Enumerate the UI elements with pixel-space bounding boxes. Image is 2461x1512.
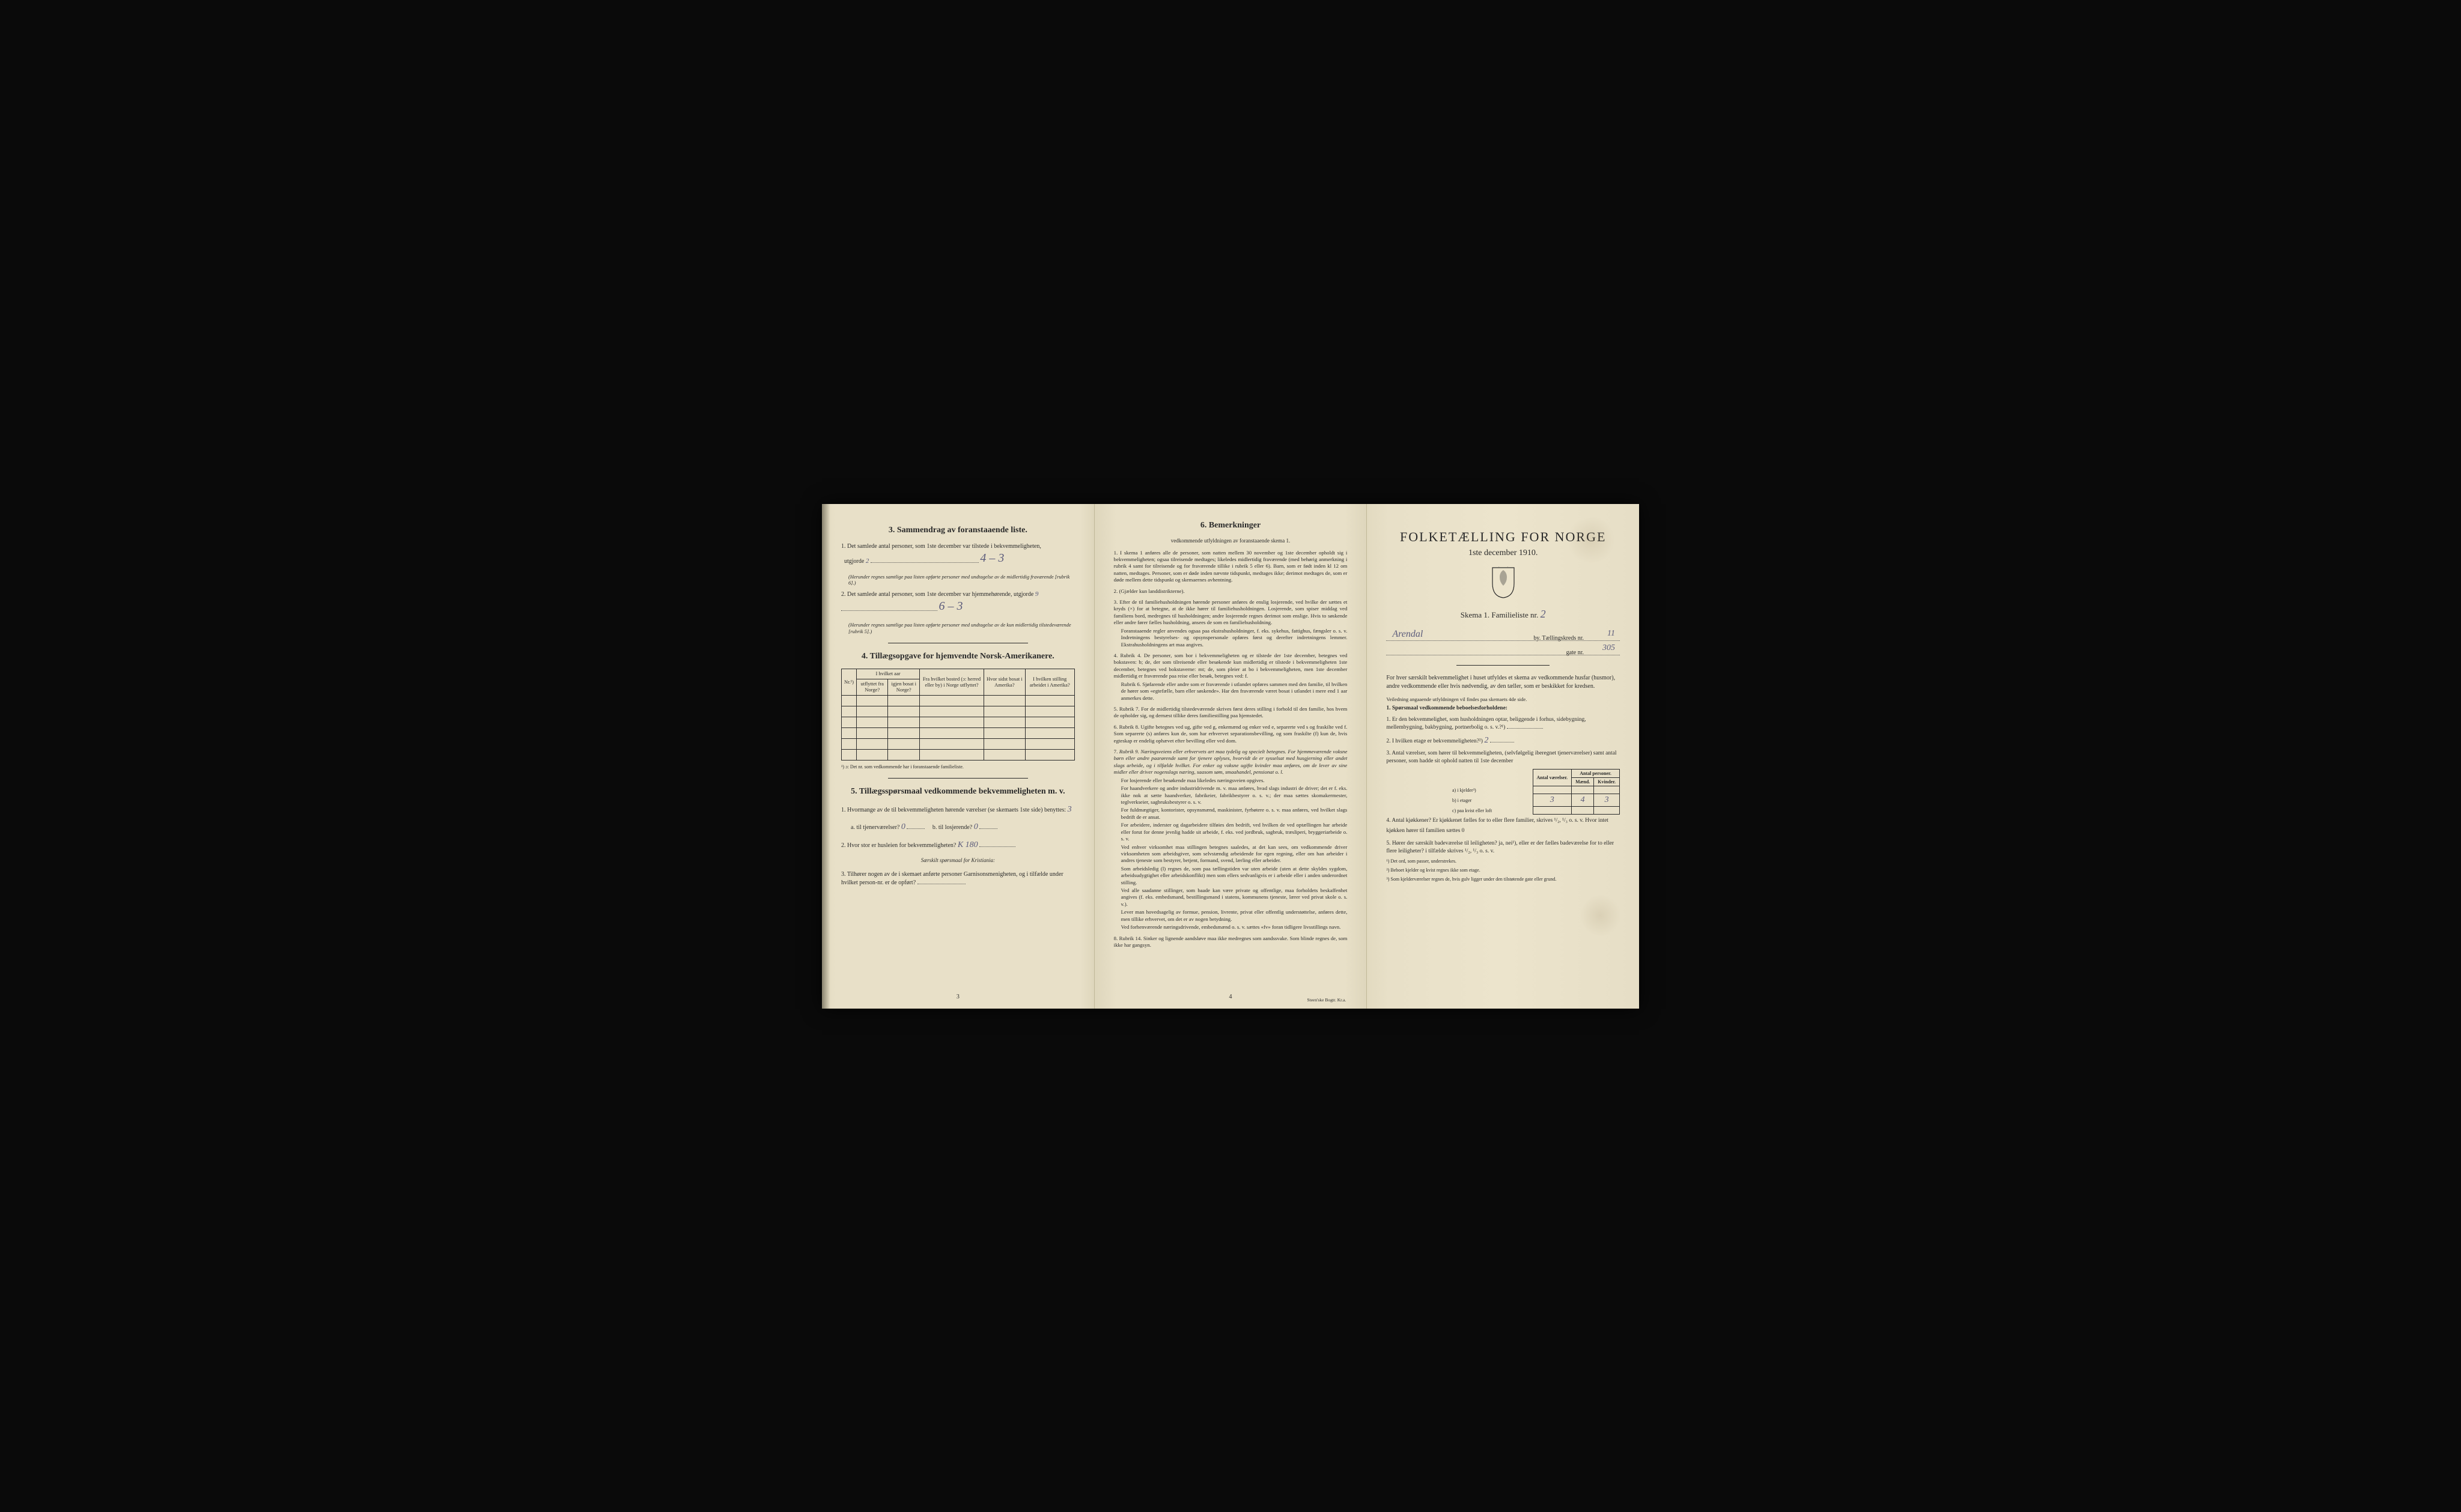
remark-3: 3. Efter de til familiehusholdningen hør… xyxy=(1114,599,1348,648)
table-row xyxy=(842,706,1075,717)
hand-kreds: 11 xyxy=(1607,629,1615,639)
rooms-table: Antal værelser. Antal personer. Mænd. Kv… xyxy=(1449,769,1620,815)
section-6-title: 6. Bemerkninger xyxy=(1114,521,1348,530)
hand-q5-2: K 180 xyxy=(958,840,978,849)
table-row xyxy=(842,738,1075,749)
footnote-4: ¹) ɔ: Det nr. som vedkommende har i fora… xyxy=(841,764,1075,770)
col-igjen: igjen bosat i Norge? xyxy=(888,679,920,696)
hand-k: 3 xyxy=(1594,794,1620,807)
q3-1: 1. Det samlede antal personer, som 1ste … xyxy=(841,542,1075,568)
panel-page-1-cover: FOLKETÆLLING FOR NORGE 1ste december 191… xyxy=(1367,504,1639,1009)
q2: 2. I hvilken etage er bekvemmeligheten?²… xyxy=(1386,735,1620,747)
col-nr: Nr.¹) xyxy=(842,669,857,695)
divider xyxy=(888,778,1028,779)
table-row: b) i etager 3 4 3 xyxy=(1449,794,1620,807)
remark-2: 2. (Gjælder kun landdistrikterne). xyxy=(1114,588,1348,595)
remark-8: 8. Rubrik 14. Sinker og lignende aandslø… xyxy=(1114,935,1348,949)
stain xyxy=(1579,894,1621,937)
col-stilling: I hvilken stilling arbeidet i Amerika? xyxy=(1025,669,1074,695)
table-row xyxy=(842,717,1075,727)
remark-4: 4. Rubrik 4. De personer, som bor i bekv… xyxy=(1114,652,1348,702)
panel-page-4: 6. Bemerkninger vedkommende utfyldningen… xyxy=(1095,504,1367,1009)
hand-a: 0 xyxy=(901,822,905,831)
hand-value-2: 6 – 3 xyxy=(939,600,963,613)
table-row xyxy=(842,749,1075,760)
remark-5: 5. Rubrik 7. For de midlertidig tilstede… xyxy=(1114,706,1348,720)
footnote-2: ²) Beboet kjelder og kvist regnes ikke s… xyxy=(1386,867,1620,873)
hand-value-1b: 2 xyxy=(866,557,869,565)
page-number-4: 4 xyxy=(1229,994,1232,1000)
remark-7: 7. Rubrik 9. Næringsveiens eller erhverv… xyxy=(1114,748,1348,931)
col-hvor: Hvor sidst bosat i Amerika? xyxy=(984,669,1025,695)
intro-text: For hver særskilt bekvemmelighet i huset… xyxy=(1386,674,1620,691)
hand-gate: 305 xyxy=(1602,643,1615,653)
remark-1: 1. I skema 1 anføres alle de personer, s… xyxy=(1114,550,1348,584)
printer-mark: Steen'ske Bogtr. Kr.a. xyxy=(1307,997,1346,1003)
skema-line: Skema 1. Familieliste nr. 2 xyxy=(1386,608,1620,621)
hand-value-2b: 9 xyxy=(1035,591,1039,598)
hand-by: Arendal xyxy=(1392,629,1423,640)
table-row: a) i kjelder³) xyxy=(1449,786,1620,794)
table-row xyxy=(842,695,1075,706)
date-line: 1ste december 1910. xyxy=(1386,548,1620,558)
col-fra: Fra hvilket bosted (ɔ: herred eller by) … xyxy=(920,669,984,695)
col-aar: I hvilket aar xyxy=(857,669,920,679)
table-row: c) paa kvist eller loft xyxy=(1449,807,1620,815)
crest-icon xyxy=(1386,566,1620,601)
section-3-title: 3. Sammendrag av foranstaaende liste. xyxy=(841,526,1075,535)
section-4-title: 4. Tillægsopgave for hjemvendte Norsk-Am… xyxy=(841,652,1075,661)
q5-1: 1. Hvormange av de til bekvemmeligheten … xyxy=(841,804,1075,816)
table-norsk-amerikanere: Nr.¹) I hvilket aar Fra hvilket bosted (… xyxy=(841,669,1075,760)
q-title: 1. Spørsmaal vedkommende beboelsesforhol… xyxy=(1386,705,1620,712)
panel-page-3: 3. Sammendrag av foranstaaende liste. 1.… xyxy=(822,504,1095,1009)
section-5-title: 5. Tillægsspørsmaal vedkommende bekvemme… xyxy=(841,787,1075,797)
paren-1: (Herunder regnes samtlige paa listen opf… xyxy=(848,574,1075,586)
hand-familieliste-nr: 2 xyxy=(1541,608,1546,620)
q5: 5. Hører der særskilt badeværelse til le… xyxy=(1386,840,1620,855)
q4: 4. Antal kjøkkener? Er kjøkkenet fælles … xyxy=(1386,817,1620,836)
remarks-list: 1. I skema 1 anføres alle de personer, s… xyxy=(1114,550,1348,949)
footnote-1: ¹) Det ord, som passer, understrekes. xyxy=(1386,858,1620,864)
gate-line: gate nr. 305 xyxy=(1386,646,1620,655)
divider xyxy=(1456,665,1550,666)
page-number-3: 3 xyxy=(957,994,960,1000)
fold-shadow xyxy=(822,504,830,1009)
col-utflyttet: utflyttet fra Norge? xyxy=(857,679,888,696)
hand-v: 3 xyxy=(1533,794,1572,807)
document-tri-fold: 3. Sammendrag av foranstaaende liste. 1.… xyxy=(822,504,1639,1009)
hand-q5-1: 3 xyxy=(1068,805,1072,814)
q5-sub: Særskilt spørsmaal for Kristiania: xyxy=(841,857,1075,864)
q5-2: 2. Hvor stor er husleien for bekvemmelig… xyxy=(841,839,1075,851)
table-row xyxy=(842,727,1075,738)
footnote-3: ³) Som kjelderværelser regnes de, hvis g… xyxy=(1386,876,1620,882)
coat-of-arms-icon xyxy=(1490,566,1516,599)
paren-2: (Herunder regnes samtlige paa listen opf… xyxy=(848,622,1075,634)
q1: 1. Er den bekvemmelighet, som husholdnin… xyxy=(1386,716,1620,732)
q3-2: 2. Det samlede antal personer, som 1ste … xyxy=(841,590,1075,616)
section-6-sub: vedkommende utfyldningen av foranstaaend… xyxy=(1114,538,1348,544)
question-list: 1. Spørsmaal vedkommende beboelsesforhol… xyxy=(1386,705,1620,855)
guidance-note: Veiledning angaaende utfyldningen vil fi… xyxy=(1386,696,1620,703)
main-title: FOLKETÆLLING FOR NORGE xyxy=(1386,529,1620,545)
hand-value-1: 4 – 3 xyxy=(980,551,1004,565)
q5-3: 3. Tilhører nogen av de i skemaet anført… xyxy=(841,870,1075,887)
hand-b: 0 xyxy=(974,822,978,831)
q3: 3. Antal værelser, som hører til bekvemm… xyxy=(1386,750,1620,765)
remark-6: 6. Rubrik 8. Ugifte betegnes ved ug, gif… xyxy=(1114,724,1348,744)
hand-q2: 2 xyxy=(1484,736,1488,745)
hand-m: 4 xyxy=(1572,794,1594,807)
city-line: Arendal by. Tællingskreds nr. 11 xyxy=(1386,631,1620,641)
q5-1ab: a. til tjenerværelser? 0 b. til losjeren… xyxy=(851,821,1075,833)
